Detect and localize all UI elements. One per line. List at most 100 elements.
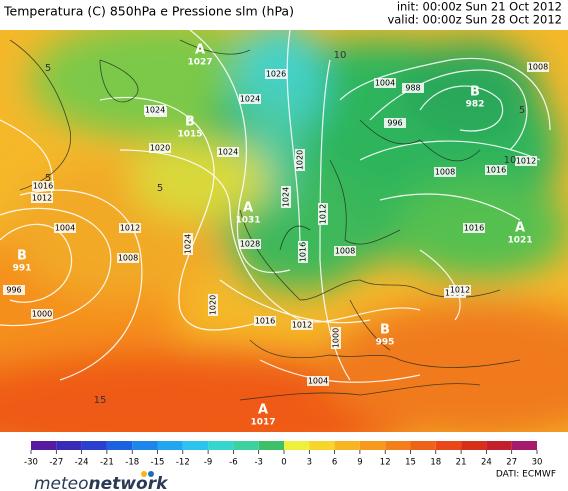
colorbar-tick-label: 27: [506, 458, 517, 468]
colorbar-tick-label: 9: [357, 458, 362, 468]
colorbar: -30 -27 -24 -21 -18 -15 -12 -9 -6 -3 0 3 6 9 12 15 18 21 2…: [24, 441, 542, 468]
isobar-label-text: 1024: [282, 187, 291, 207]
colorbar-swatch: [486, 441, 512, 450]
isobar-label: 1024: [281, 186, 291, 208]
isobar-label-text: 1024: [145, 106, 165, 115]
isobar-label-text: 996: [6, 286, 21, 295]
center-letter: A: [515, 221, 525, 236]
isobar-label-text: 1000: [332, 328, 341, 348]
isobar-label-box: [54, 223, 76, 233]
colorbar-tick-label: 18: [430, 458, 441, 468]
colorbar-swatch: [385, 441, 411, 450]
isobar-label: 1016: [32, 181, 54, 191]
isobar-label: 996: [3, 285, 25, 295]
isobar-label-box: [31, 309, 53, 319]
isobar-label: 1004: [54, 223, 76, 233]
isobar-label: 1020: [208, 294, 218, 316]
colorbar-swatch: [182, 441, 209, 450]
isobar-label-text: 1004: [55, 224, 75, 233]
isobar-label-box: [3, 285, 25, 295]
isobar-label-text: 1024: [218, 148, 238, 157]
isobar-label-text: 1028: [240, 240, 260, 249]
coastlines: [9, 39, 521, 401]
colorbar-tick-label: 15: [405, 458, 416, 468]
center-letter: B: [17, 249, 27, 264]
isobar-label-box: [32, 181, 54, 191]
colorbar-swatch: [284, 441, 310, 450]
isobar-label-box: [217, 147, 239, 157]
colorbar-tick-label: -27: [49, 458, 63, 468]
center-letter: B: [185, 115, 195, 130]
isobar-label-text: 1024: [184, 234, 193, 254]
isobar-label-text: 1012: [292, 321, 312, 330]
logo-dot: [141, 471, 147, 477]
isobar-label-box: [298, 241, 308, 263]
isobar-label: 1012: [291, 320, 313, 330]
isobar-label: 1012: [318, 203, 328, 225]
isobar-label-box: [449, 285, 471, 295]
isobar-label: 1012: [31, 193, 53, 203]
isobar-label-text: 1012: [32, 194, 52, 203]
isobar-label-text: 1016: [33, 182, 53, 191]
center-value: 982: [466, 100, 485, 110]
init-time: init: 00:00z Sun 21 Oct 2012: [397, 0, 562, 14]
center-letter: B: [470, 85, 480, 100]
temperature-label: 5: [45, 173, 51, 184]
colorbar-swatch: [56, 441, 82, 450]
isobar-label: 1012: [449, 285, 471, 295]
isobar-label: 1004: [307, 376, 329, 386]
logo-dot: [148, 471, 154, 477]
isobar-label: 1016: [463, 223, 485, 233]
temperature-label: 5: [45, 63, 51, 74]
colorbar-swatch: [106, 441, 133, 450]
isobar-label-text: 1012: [120, 224, 140, 233]
isobar-label: 1008: [434, 167, 456, 177]
isobar-label-text: 988: [405, 84, 420, 93]
colorbar-swatch: [208, 441, 234, 450]
isobar-label: 996: [384, 118, 406, 128]
isobar-label-text: 1004: [308, 377, 328, 386]
isobar-label-box: [295, 149, 305, 171]
isobar-label: 1020: [149, 143, 171, 153]
isobar-label: 1012: [515, 156, 537, 166]
isobar-label-text: 1008: [528, 63, 548, 72]
colorbar-tick-label: 0: [281, 458, 286, 468]
isobar-label-box: [334, 246, 356, 256]
isobar-label-box: [485, 165, 507, 175]
isobar-label-text: 1004: [375, 79, 395, 88]
isobar-label: 1000: [31, 309, 53, 319]
isobar-label-text: 1016: [464, 224, 484, 233]
colorbar-tick-label: -24: [75, 458, 89, 468]
center-letter: A: [258, 403, 268, 418]
colorbar-tick-label: -9: [204, 458, 212, 468]
colorbar-swatch: [309, 441, 335, 450]
isobar-label: 1016: [254, 316, 276, 326]
logo: meteonetwork: [34, 474, 169, 491]
isobar-label-box: [307, 376, 329, 386]
colorbar-swatch: [461, 441, 487, 450]
isobar-label: 1012: [119, 223, 141, 233]
isobar-label: 1016: [298, 241, 308, 263]
colorbar-tick-label: -30: [24, 458, 38, 468]
isobar-label: 1008: [334, 246, 356, 256]
isobar-label: 988: [402, 83, 424, 93]
colorbar-swatch: [410, 441, 436, 450]
isobar-label: 1016: [485, 165, 507, 175]
colorbar-tick-label: 30: [532, 458, 543, 468]
isobar-label-text: 1016: [299, 242, 308, 262]
temperature-label: 5: [157, 183, 163, 194]
isobar-label-box: [239, 94, 261, 104]
center-value: 995: [376, 338, 395, 348]
colorbar-swatch: [359, 441, 386, 450]
center-value: 991: [13, 264, 32, 274]
center-letter: A: [195, 43, 205, 58]
isobar-label-text: 1024: [240, 95, 260, 104]
isobar-label-box: [239, 239, 261, 249]
isobar-label-box: [31, 193, 53, 203]
logo-left: meteo: [34, 474, 89, 491]
center-value: 1017: [250, 418, 275, 428]
center-value: 1027: [187, 58, 212, 68]
isobar-label-box: [281, 186, 291, 208]
center-value: 1031: [235, 216, 260, 226]
temperature-label: 10: [504, 155, 517, 166]
